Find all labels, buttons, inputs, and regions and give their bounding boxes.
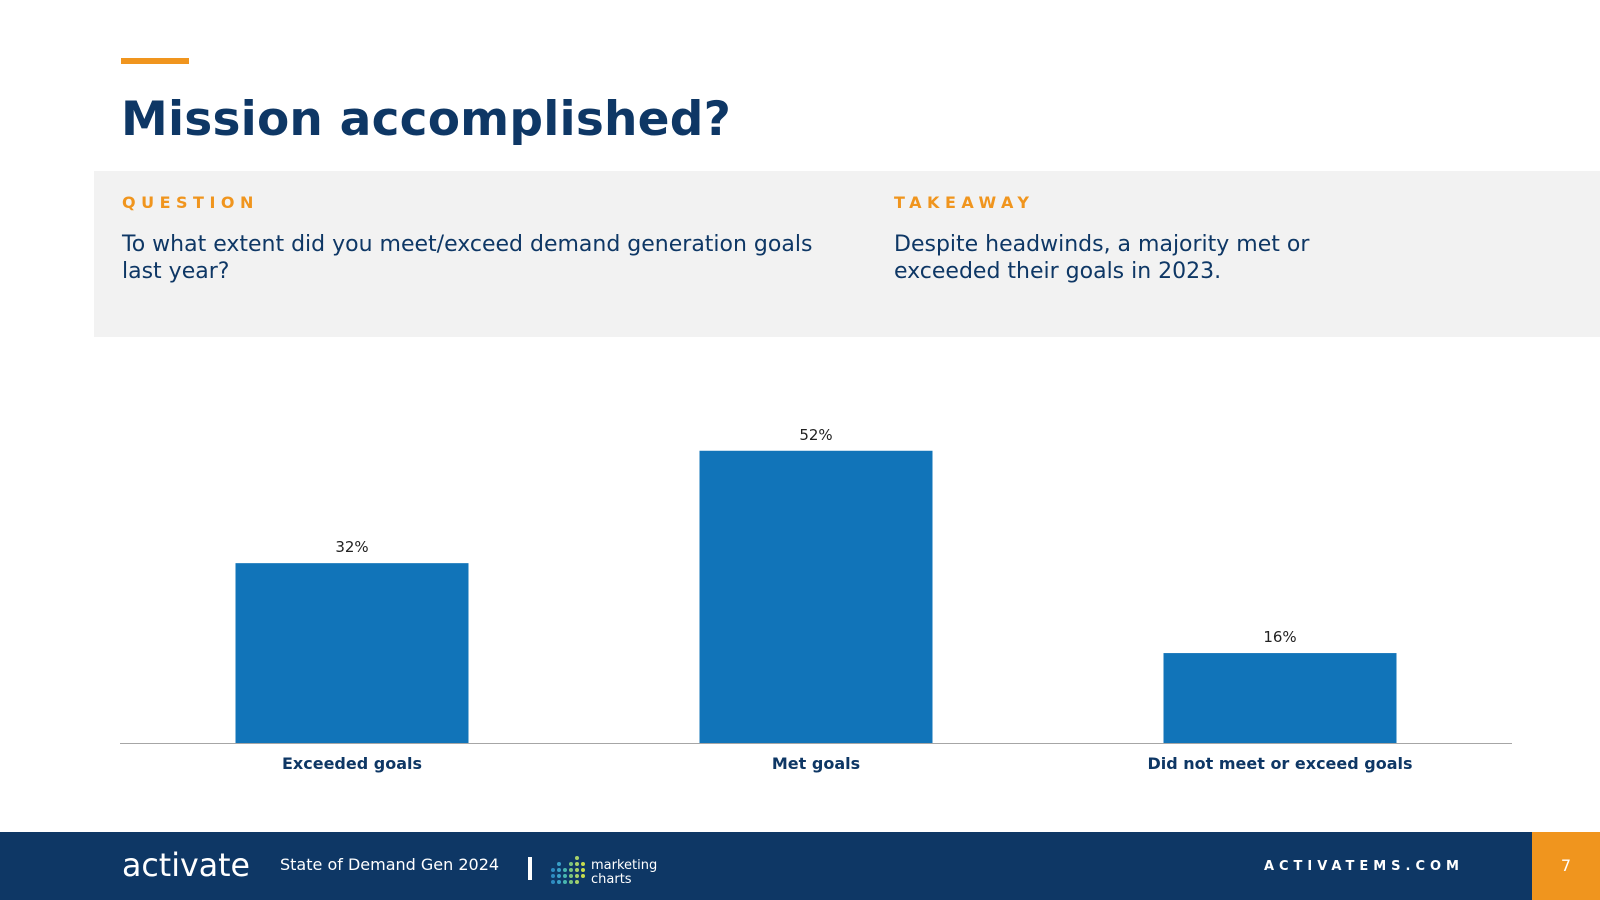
activate-logo-text: activate — [122, 846, 250, 882]
report-subtitle: State of Demand Gen 2024 — [280, 855, 500, 874]
footer-divider — [528, 857, 532, 880]
bar — [235, 563, 469, 743]
page-title: Mission accomplished? — [121, 92, 732, 147]
category-label: Met goals — [772, 754, 860, 773]
footer-bar: activate State of Demand Gen 2024 — [0, 832, 1600, 900]
bar-chart: 32% Exceeded goals 52% Met goals 16% Did not … — [120, 426, 1512, 773]
bar — [699, 450, 933, 743]
page-number: 7 — [1560, 856, 1572, 875]
marketing-charts-line2: charts — [591, 872, 632, 886]
marketing-charts-logo: marketing charts — [551, 856, 657, 886]
category-label: Exceeded goals — [282, 754, 422, 773]
marketing-charts-dots-icon — [551, 856, 585, 884]
bar-value-label: 32% — [335, 538, 368, 556]
bar-value-label: 52% — [799, 426, 832, 444]
category-label: Did not meet or exceed goals — [1147, 754, 1412, 773]
takeaway-text: Despite headwinds, a majority met or exc… — [894, 232, 1310, 284]
site-url[interactable]: ACTIVATEMS.COM — [1263, 859, 1464, 874]
activate-logo: activate — [122, 846, 250, 882]
title-accent-line — [121, 58, 189, 64]
bar-value-label: 16% — [1263, 628, 1296, 646]
question-text: To what extent did you meet/exceed deman… — [122, 232, 813, 284]
marketing-charts-line1: marketing — [591, 858, 657, 873]
takeaway-label: TAKEAWAY — [894, 193, 1035, 212]
info-panel: QUESTION To what extent did you meet/exc… — [94, 171, 1600, 337]
question-label: QUESTION — [122, 193, 259, 212]
page-number-box: 7 — [1532, 832, 1600, 900]
bar — [1163, 653, 1397, 743]
